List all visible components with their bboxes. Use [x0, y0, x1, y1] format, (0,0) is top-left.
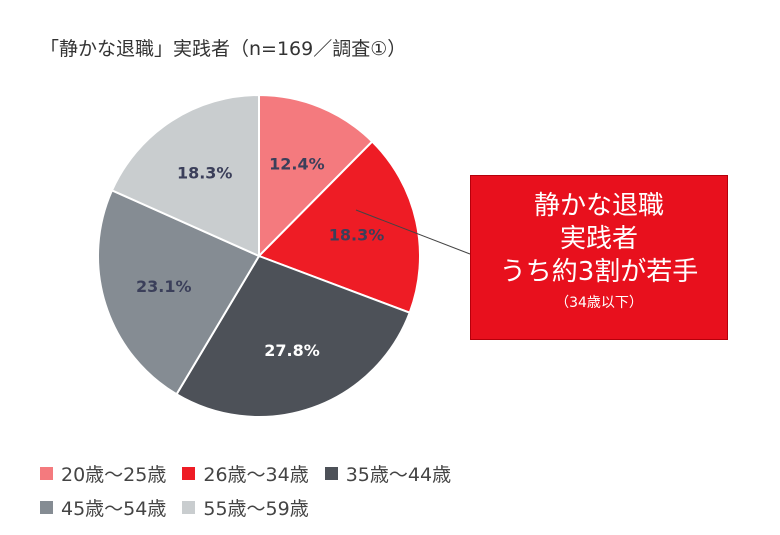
legend-item: 45歳〜54歳 [40, 494, 166, 521]
legend-label: 35歳〜44歳 [345, 463, 452, 486]
pie-labels: 12.4% 18.3% 27.8% 23.1% 18.3% [136, 155, 384, 361]
legend-row: 20歳〜25歳 26歳〜34歳 35歳〜44歳 [40, 456, 467, 490]
chart-title: 「静かな退職」実践者（n=169／調査①） [40, 38, 407, 60]
legend: 20歳〜25歳 26歳〜34歳 35歳〜44歳 45歳〜54歳 55歳〜59歳 [40, 456, 467, 524]
slice-value-label: 18.3% [177, 163, 233, 182]
slice-value-label: 27.8% [264, 341, 320, 360]
slice-value-label: 12.4% [269, 155, 325, 174]
legend-swatch [324, 466, 338, 480]
legend-swatch [40, 500, 53, 514]
pie-slice [258, 93, 374, 259]
legend-label: 20歳〜25歳 [61, 463, 167, 486]
pie-slice [257, 140, 421, 315]
callout-subtext: （34歳以下） [555, 295, 643, 311]
pie-slice [110, 93, 260, 258]
legend-item: 55歳〜59歳 [182, 494, 309, 521]
legend-label: 45歳〜54歳 [61, 497, 167, 520]
legend-item: 26歳〜34歳 [182, 460, 309, 487]
callout-line-3: うち約3割が若手 [499, 257, 699, 287]
legend-item: 20歳〜25歳 [40, 460, 166, 487]
callout-line-2: 実践者 [559, 224, 638, 254]
legend-swatch [182, 500, 196, 514]
pie-slice [97, 189, 261, 396]
callout-box: 静かな退職 実践者 うち約3割が若手 （34歳以下） [470, 175, 728, 340]
legend-item: 35歳〜44歳 [324, 460, 452, 487]
legend-row: 45歳〜54歳 55歳〜59歳 [40, 490, 467, 524]
pie-slices [97, 93, 421, 418]
legend-label: 55歳〜59歳 [203, 497, 309, 520]
pie-slice [175, 254, 411, 418]
legend-swatch [182, 466, 196, 480]
callout-line-1: 静かな退職 [533, 191, 664, 221]
slice-value-label: 18.3% [329, 226, 385, 245]
slice-value-label: 23.1% [136, 277, 192, 296]
callout-connector-line [355, 209, 471, 255]
legend-label: 26歳〜34歳 [203, 463, 309, 486]
legend-swatch [40, 466, 53, 480]
